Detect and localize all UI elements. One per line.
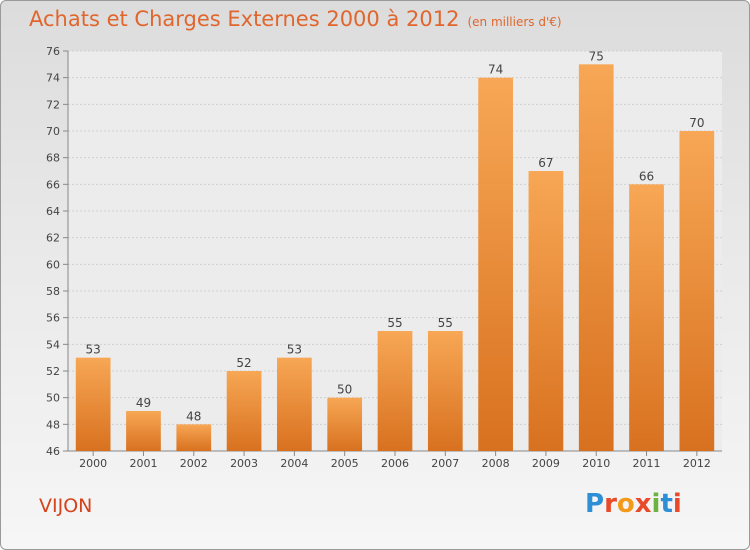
y-tick-label: 48 bbox=[46, 418, 60, 431]
logo-letter: i bbox=[672, 489, 682, 519]
x-tick-label: 2001 bbox=[129, 457, 157, 470]
data-label: 70 bbox=[689, 116, 704, 130]
data-label: 74 bbox=[488, 63, 503, 77]
proxiti-logo: Proxiti bbox=[585, 489, 682, 519]
x-tick-label: 2008 bbox=[482, 457, 510, 470]
x-tick-label: 2010 bbox=[582, 457, 610, 470]
x-tick-label: 2005 bbox=[331, 457, 359, 470]
data-label: 52 bbox=[236, 356, 251, 370]
data-label: 49 bbox=[136, 396, 151, 410]
y-tick-label: 62 bbox=[46, 232, 60, 245]
data-label: 55 bbox=[438, 316, 453, 330]
bar bbox=[75, 357, 111, 451]
chart-title: Achats et Charges Externes 2000 à 2012 (e… bbox=[29, 7, 562, 31]
x-tick-label: 2004 bbox=[280, 457, 308, 470]
bar bbox=[176, 424, 212, 451]
data-label: 50 bbox=[337, 383, 352, 397]
x-tick-label: 2002 bbox=[180, 457, 208, 470]
data-label: 53 bbox=[287, 343, 302, 357]
bar bbox=[629, 184, 664, 452]
x-tick-label: 2006 bbox=[381, 457, 409, 470]
logo-letter: o bbox=[616, 489, 635, 519]
y-tick-label: 70 bbox=[46, 125, 60, 138]
data-label: 55 bbox=[387, 316, 402, 330]
bar bbox=[478, 77, 513, 452]
chart-subtitle: (en milliers d'€) bbox=[467, 15, 562, 29]
chart-title-text: Achats et Charges Externes 2000 à 2012 bbox=[29, 7, 460, 31]
y-tick-label: 56 bbox=[46, 312, 60, 325]
bar bbox=[427, 331, 463, 451]
bar bbox=[277, 357, 312, 451]
x-tick-label: 2011 bbox=[633, 457, 661, 470]
logo-letter: x bbox=[634, 489, 652, 519]
x-tick-label: 2009 bbox=[532, 457, 560, 470]
bar bbox=[528, 171, 564, 451]
y-tick-label: 50 bbox=[46, 392, 60, 405]
logo-letter: P bbox=[585, 489, 605, 519]
y-tick-label: 74 bbox=[46, 72, 60, 85]
logo-letter: r bbox=[604, 489, 617, 519]
logo-letter: t bbox=[660, 489, 673, 519]
y-tick-label: 68 bbox=[46, 152, 60, 165]
data-label: 66 bbox=[639, 169, 654, 183]
bar bbox=[679, 131, 715, 451]
commune-name: VIJON bbox=[39, 495, 93, 517]
data-label: 75 bbox=[589, 49, 604, 63]
x-tick-label: 2012 bbox=[683, 457, 711, 470]
bar bbox=[126, 411, 161, 451]
x-tick-label: 2003 bbox=[230, 457, 258, 470]
bar bbox=[578, 64, 614, 452]
logo-letter: i bbox=[651, 489, 661, 519]
data-label: 67 bbox=[538, 156, 553, 170]
x-tick-label: 2007 bbox=[431, 457, 459, 470]
y-tick-label: 54 bbox=[46, 338, 60, 351]
y-tick-label: 46 bbox=[46, 445, 60, 458]
y-tick-label: 72 bbox=[46, 98, 60, 111]
y-tick-label: 60 bbox=[46, 258, 60, 271]
x-tick-label: 2000 bbox=[79, 457, 107, 470]
y-tick-label: 58 bbox=[46, 285, 60, 298]
bar bbox=[327, 397, 363, 451]
data-label: 53 bbox=[86, 343, 101, 357]
y-tick-label: 66 bbox=[46, 178, 60, 191]
y-tick-label: 52 bbox=[46, 365, 60, 378]
y-tick-label: 64 bbox=[46, 205, 60, 218]
bar bbox=[226, 371, 262, 451]
bar bbox=[377, 331, 413, 451]
data-label: 48 bbox=[186, 409, 201, 423]
y-tick-label: 76 bbox=[46, 45, 60, 58]
